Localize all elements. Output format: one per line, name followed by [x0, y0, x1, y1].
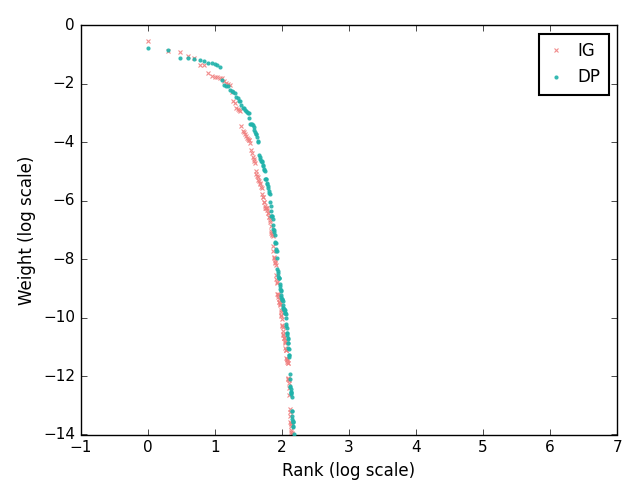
DP: [279, 302, 287, 308]
Legend: IG, DP: IG, DP: [539, 34, 609, 95]
IG: [287, 419, 294, 425]
IG: [256, 180, 264, 186]
DP: [271, 239, 279, 245]
Line: IG: IG: [145, 38, 294, 436]
DP: [144, 45, 152, 51]
DP: [273, 255, 281, 261]
IG: [288, 431, 296, 437]
IG: [208, 73, 216, 79]
DP: [290, 431, 298, 437]
Line: DP: DP: [145, 46, 296, 436]
DP: [263, 180, 271, 186]
IG: [284, 360, 292, 366]
Y-axis label: Weight (log scale): Weight (log scale): [18, 155, 36, 305]
IG: [164, 48, 172, 54]
DP: [258, 158, 266, 164]
IG: [284, 357, 291, 363]
DP: [284, 340, 292, 346]
X-axis label: Rank (log scale): Rank (log scale): [282, 462, 415, 480]
IG: [144, 38, 152, 44]
